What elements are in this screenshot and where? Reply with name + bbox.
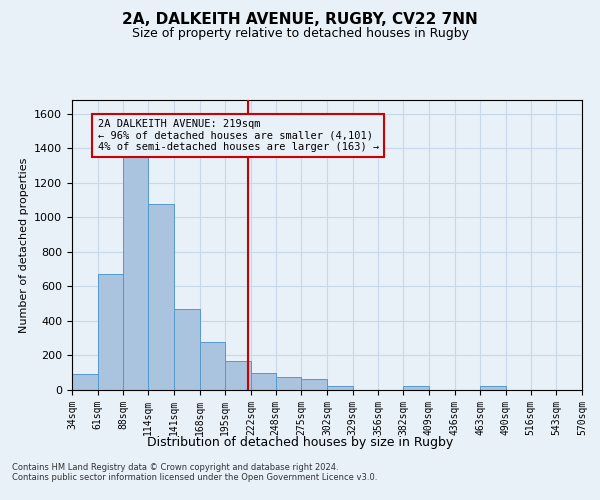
Bar — [251, 372, 275, 390]
Bar — [301, 379, 327, 390]
Bar — [225, 360, 251, 390]
Text: 2A, DALKEITH AVENUE, RUGBY, CV22 7NN: 2A, DALKEITH AVENUE, RUGBY, CV22 7NN — [122, 12, 478, 28]
Bar — [403, 386, 429, 390]
Bar — [124, 157, 148, 390]
Bar — [148, 204, 174, 390]
Text: 2A DALKEITH AVENUE: 219sqm
← 96% of detached houses are smaller (4,101)
4% of se: 2A DALKEITH AVENUE: 219sqm ← 96% of deta… — [98, 119, 379, 152]
Y-axis label: Number of detached properties: Number of detached properties — [19, 158, 29, 332]
Bar — [98, 274, 124, 390]
Bar — [480, 386, 506, 390]
Bar — [327, 386, 353, 390]
Bar — [72, 374, 98, 390]
Text: Contains HM Land Registry data © Crown copyright and database right 2024.: Contains HM Land Registry data © Crown c… — [12, 464, 338, 472]
Text: Contains public sector information licensed under the Open Government Licence v3: Contains public sector information licen… — [12, 474, 377, 482]
Bar — [275, 377, 301, 390]
Text: Size of property relative to detached houses in Rugby: Size of property relative to detached ho… — [131, 28, 469, 40]
Text: Distribution of detached houses by size in Rugby: Distribution of detached houses by size … — [147, 436, 453, 449]
Bar — [174, 309, 199, 390]
Bar — [199, 342, 225, 390]
